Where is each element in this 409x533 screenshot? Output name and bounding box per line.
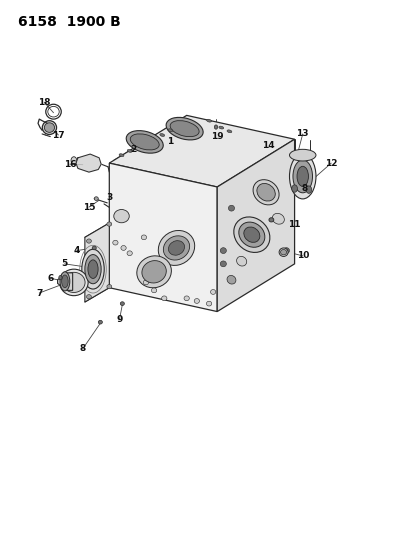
Ellipse shape [243,227,259,243]
Ellipse shape [119,154,124,157]
Ellipse shape [166,117,202,140]
Ellipse shape [283,248,289,254]
Ellipse shape [227,130,231,133]
Text: 6: 6 [47,273,53,282]
Ellipse shape [272,213,284,224]
Ellipse shape [94,197,98,200]
Ellipse shape [220,248,226,254]
Text: 9: 9 [116,315,122,324]
Ellipse shape [127,251,132,256]
Ellipse shape [82,249,104,289]
Text: 12: 12 [324,159,337,167]
Ellipse shape [107,285,112,289]
Text: 4: 4 [73,246,80,255]
Ellipse shape [42,120,56,134]
Ellipse shape [85,255,101,284]
Text: 15: 15 [83,203,95,212]
Ellipse shape [233,217,269,253]
Ellipse shape [161,296,166,301]
Ellipse shape [279,248,288,256]
Text: 2: 2 [130,146,137,155]
Ellipse shape [163,236,189,260]
Ellipse shape [206,119,211,122]
Ellipse shape [98,320,102,324]
Text: 11: 11 [288,220,300,229]
Ellipse shape [252,180,279,205]
Ellipse shape [218,126,223,129]
Ellipse shape [170,120,199,136]
Ellipse shape [184,296,189,301]
Text: 6158  1900 B: 6158 1900 B [18,14,120,29]
Ellipse shape [206,301,211,306]
Ellipse shape [120,302,124,305]
Ellipse shape [141,235,146,240]
Ellipse shape [228,205,234,211]
Ellipse shape [238,222,264,247]
Ellipse shape [86,295,91,299]
Polygon shape [85,223,109,302]
Text: 19: 19 [210,132,223,141]
Ellipse shape [107,222,112,226]
Text: 7: 7 [36,288,43,297]
Ellipse shape [227,276,235,284]
Ellipse shape [236,256,246,266]
Polygon shape [57,273,72,290]
Ellipse shape [151,288,156,293]
Text: 1: 1 [167,138,173,147]
Ellipse shape [289,149,315,161]
Ellipse shape [44,123,54,132]
Ellipse shape [292,160,312,193]
Ellipse shape [71,157,76,164]
Ellipse shape [58,276,62,280]
Ellipse shape [130,134,159,150]
Ellipse shape [59,269,88,296]
Ellipse shape [160,134,164,136]
Ellipse shape [291,185,297,192]
Ellipse shape [296,166,308,187]
Ellipse shape [305,186,311,193]
Ellipse shape [121,246,126,251]
Ellipse shape [114,209,129,223]
Polygon shape [76,154,101,172]
Ellipse shape [194,298,199,303]
Ellipse shape [60,272,70,291]
Text: 13: 13 [296,130,308,139]
Ellipse shape [168,241,184,255]
Ellipse shape [127,149,132,152]
Ellipse shape [158,230,194,265]
Polygon shape [217,139,294,312]
Polygon shape [109,163,217,312]
Ellipse shape [214,125,217,129]
Polygon shape [109,115,294,187]
Text: 16: 16 [63,160,76,168]
Ellipse shape [210,289,215,294]
Text: 18: 18 [38,98,50,107]
Ellipse shape [86,239,91,243]
Ellipse shape [268,217,273,222]
Text: 14: 14 [261,141,274,150]
Ellipse shape [92,246,96,250]
Ellipse shape [61,275,68,288]
Text: 8: 8 [79,344,86,353]
Ellipse shape [280,249,286,255]
Text: 3: 3 [106,193,112,202]
Ellipse shape [137,256,171,288]
Ellipse shape [126,131,163,153]
Ellipse shape [220,261,226,266]
Text: 17: 17 [52,131,65,140]
Text: 10: 10 [296,252,308,261]
Ellipse shape [63,272,85,293]
Ellipse shape [112,240,118,245]
Ellipse shape [256,183,274,201]
Ellipse shape [168,129,172,132]
Text: 5: 5 [61,260,67,268]
Ellipse shape [289,154,315,199]
Ellipse shape [143,280,148,285]
Ellipse shape [142,261,166,283]
Ellipse shape [88,260,98,278]
Text: 8: 8 [301,183,307,192]
